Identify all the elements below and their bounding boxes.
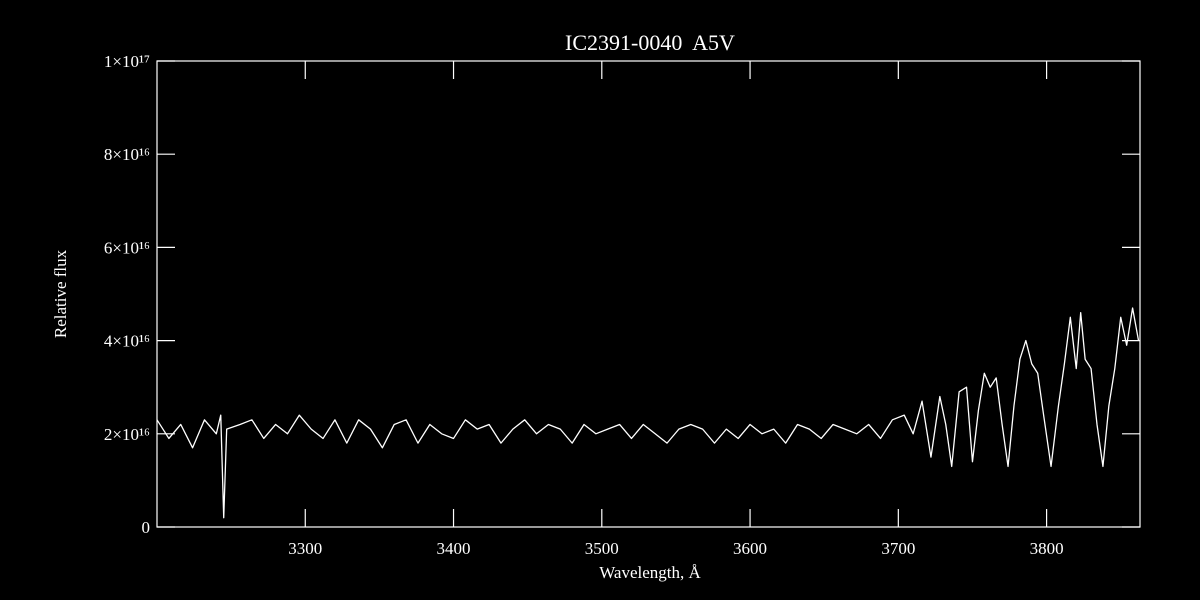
x-tick-label: 3600: [733, 539, 767, 558]
x-tick-label: 3700: [881, 539, 915, 558]
y-tick-label: 8×10¹⁶: [104, 145, 150, 164]
chart-title: IC2391-0040 A5V: [565, 30, 735, 55]
x-tick-label: 3400: [437, 539, 471, 558]
y-axis-label: Relative flux: [51, 249, 70, 338]
x-axis-label: Wavelength, Å: [599, 563, 701, 582]
plot-frame: [156, 60, 1141, 528]
y-tick-label: 2×10¹⁶: [104, 425, 150, 444]
x-tick-label: 3500: [585, 539, 619, 558]
y-tick-label: 6×10¹⁶: [104, 238, 150, 257]
y-tick-label: 0: [142, 518, 151, 537]
x-tick-label: 3300: [288, 539, 322, 558]
x-tick-label: 3800: [1030, 539, 1064, 558]
y-tick-label: 1×10¹⁷: [104, 52, 150, 71]
spectrum-line: [156, 307, 1140, 519]
y-tick-label: 4×10¹⁶: [104, 332, 150, 351]
